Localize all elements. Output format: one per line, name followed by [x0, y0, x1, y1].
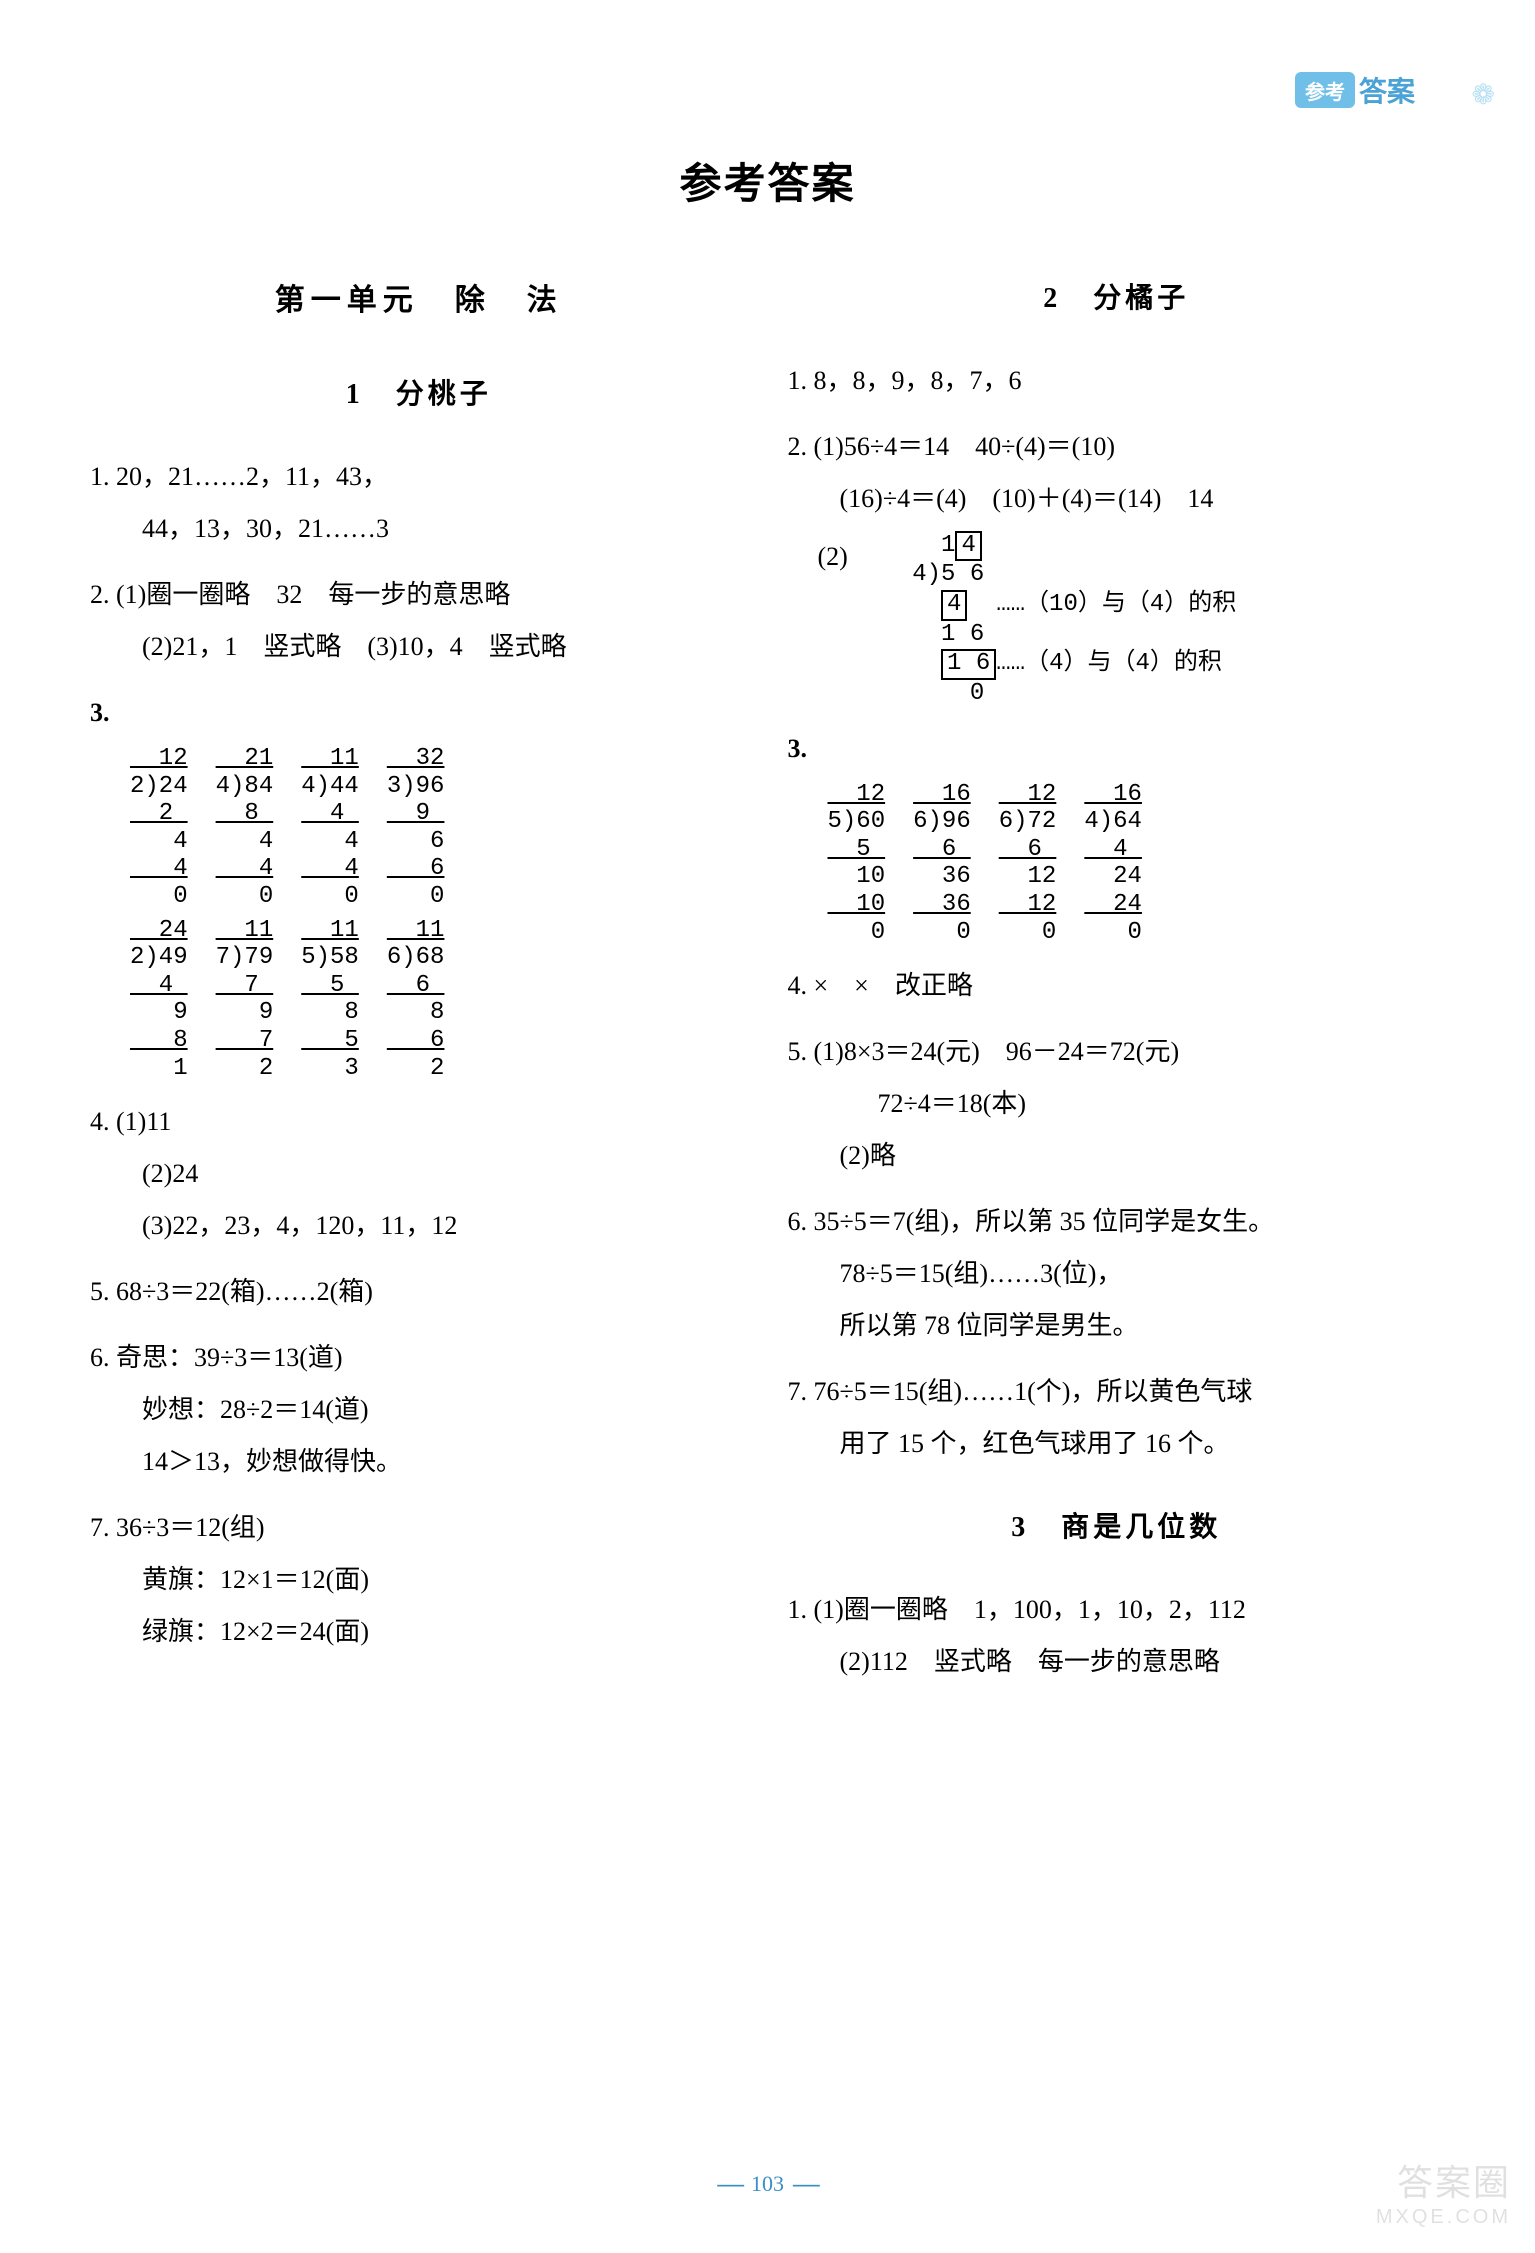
s1-item7: 7. 36÷3＝12(组) 黄旗：12×1＝12(面) 绿旗：12×2＝24(面… [90, 1502, 748, 1658]
text: 绿旗：12×2＝24(面) [90, 1606, 748, 1658]
text: (16)÷4＝(4) (10)＋(4)＝(14) 14 [788, 473, 1446, 525]
text: 72÷4＝18(本) [788, 1078, 1446, 1130]
tag-icon: 参考 [1295, 72, 1355, 108]
s3-item1: 1. (1)圈一圈略 1，100，1，10，2，112 (2)112 竖式略 每… [788, 1584, 1446, 1688]
long-division: 11 7)79 7 9 7 2 [216, 917, 274, 1083]
text: 所以第 78 位同学是男生。 [788, 1300, 1446, 1352]
text: (2)24 [90, 1148, 748, 1200]
text: 7. 76÷5＝15(组)……1(个)，所以黄色气球 [788, 1366, 1446, 1418]
s2-item3: 3. 12 5)60 5 10 10 0 16 6)96 6 36 36 0 1… [788, 723, 1446, 947]
long-division: 21 4)84 8 4 4 0 [216, 745, 274, 911]
s2-item7: 7. 76÷5＝15(组)……1(个)，所以黄色气球 用了 15 个，红色气球用… [788, 1366, 1446, 1470]
unit-title: 第一单元 除 法 [90, 271, 748, 331]
content-columns: 第一单元 除 法 1 分桃子 1. 20，21……2，11，43， 44，13，… [90, 271, 1445, 1702]
text: (2)21，1 竖式略 (3)10，4 竖式略 [90, 621, 748, 673]
text: 1. (1)圈一圈略 1，100，1，10，2，112 [788, 1584, 1446, 1636]
s2-item2: 2. (1)56÷4＝14 40÷(4)＝(10) (16)÷4＝(4) (10… [788, 421, 1446, 709]
long-division: 11 4)44 4 4 4 0 [301, 745, 359, 911]
long-division: 16 4)64 4 24 24 0 [1084, 781, 1142, 947]
text: 4. (1)11 [90, 1096, 748, 1148]
s2-item4: 4. × × 改正略 [788, 960, 1446, 1012]
text: 妙想：28÷2＝14(道) [90, 1384, 748, 1436]
text: 5. (1)8×3＝24(元) 96－24＝72(元) [788, 1026, 1446, 1078]
s1-item5: 5. 68÷3＝22(箱)……2(箱) [90, 1266, 748, 1318]
page-number: ----- 103 ----- [716, 2171, 818, 2197]
tag-text: 答案 [1359, 70, 1415, 110]
sun-icon: ❁ [1472, 78, 1495, 112]
text: (3)22，23，4，120，11，12 [90, 1200, 748, 1252]
long-division: 16 6)96 6 36 36 0 [913, 781, 971, 947]
s1-item3: 3. 12 2)24 2 4 4 0 21 4)84 8 4 4 0 11 4)… [90, 687, 748, 1082]
dash-icon: ----- [792, 2171, 819, 2197]
header-tag: 参考 答案 [1295, 70, 1415, 110]
long-division: 11 6)68 6 8 6 2 [387, 917, 445, 1083]
long-division: 32 3)96 9 6 6 0 [387, 745, 445, 911]
right-column: 2 分橘子 1. 8，8，9，8，7，6 2. (1)56÷4＝14 40÷(4… [788, 271, 1446, 1702]
s1-item4: 4. (1)11 (2)24 (3)22，23，4，120，11，12 [90, 1096, 748, 1252]
item-number: 3. [90, 698, 110, 727]
s2-item5: 5. (1)8×3＝24(元) 96－24＝72(元) 72÷4＝18(本) (… [788, 1026, 1446, 1182]
s2-item1: 1. 8，8，9，8，7，6 [788, 355, 1446, 407]
dash-icon: ----- [716, 2171, 743, 2197]
long-division: 12 5)60 5 10 10 0 [828, 781, 886, 947]
long-division: 24 2)49 4 9 8 1 [130, 917, 188, 1083]
watermark-line1: 答案圈 [1376, 2154, 1511, 2206]
text: 2. (1)56÷4＝14 40÷(4)＝(10) [788, 421, 1446, 473]
s1-item6: 6. 奇思：39÷3＝13(道) 妙想：28÷2＝14(道) 14＞13，妙想做… [90, 1332, 748, 1488]
s1-item2: 2. (1)圈一圈略 32 每一步的意思略 (2)21，1 竖式略 (3)10，… [90, 569, 748, 673]
long-division-annotated: 14 4)5 6 4 ……（10）与（4）的积 1 6 1 6……（4）与（4）… [898, 531, 1236, 709]
item-number: 3. [788, 734, 808, 763]
s1-item1: 1. 20，21……2，11，43， 44，13，30，21……3 [90, 451, 748, 555]
text: 44，13，30，21……3 [90, 503, 748, 555]
long-division: 12 2)24 2 4 4 0 [130, 745, 188, 911]
left-column: 第一单元 除 法 1 分桃子 1. 20，21……2，11，43， 44，13，… [90, 271, 748, 1702]
text: 14＞13，妙想做得快。 [90, 1436, 748, 1488]
text: 6. 35÷5＝7(组)，所以第 35 位同学是女生。 [788, 1196, 1446, 1248]
long-division-row-2: 24 2)49 4 9 8 1 11 7)79 7 9 7 2 11 5)58 … [130, 917, 748, 1083]
text: (2)略 [788, 1130, 1446, 1182]
text: 7. 36÷3＝12(组) [90, 1502, 748, 1554]
text: 78÷5＝15(组)……3(位)， [788, 1248, 1446, 1300]
long-division-row: 12 5)60 5 10 10 0 16 6)96 6 36 36 0 12 6… [828, 781, 1446, 947]
text: 2. (1)圈一圈略 32 每一步的意思略 [90, 569, 748, 621]
long-division: 11 5)58 5 8 5 3 [301, 917, 359, 1083]
watermark-line2: MXQE.COM [1376, 2206, 1511, 2229]
main-title: 参考答案 [90, 150, 1445, 211]
text: 用了 15 个，红色气球用了 16 个。 [788, 1418, 1446, 1470]
text: (2) [788, 531, 848, 583]
page-number-value: 103 [751, 2171, 784, 2197]
section-3-title: 3 商是几位数 [788, 1500, 1446, 1556]
watermark: 答案圈 MXQE.COM [1376, 2154, 1511, 2229]
text: 6. 奇思：39÷3＝13(道) [90, 1332, 748, 1384]
text: 黄旗：12×1＝12(面) [90, 1554, 748, 1606]
long-division: 12 6)72 6 12 12 0 [999, 781, 1057, 947]
text: (2)112 竖式略 每一步的意思略 [788, 1636, 1446, 1688]
section-1-title: 1 分桃子 [90, 367, 748, 423]
section-2-title: 2 分橘子 [788, 271, 1446, 327]
text: 1. 20，21……2，11，43， [90, 451, 748, 503]
s2-item6: 6. 35÷5＝7(组)，所以第 35 位同学是女生。 78÷5＝15(组)……… [788, 1196, 1446, 1352]
long-division-row-1: 12 2)24 2 4 4 0 21 4)84 8 4 4 0 11 4)44 … [130, 745, 748, 911]
